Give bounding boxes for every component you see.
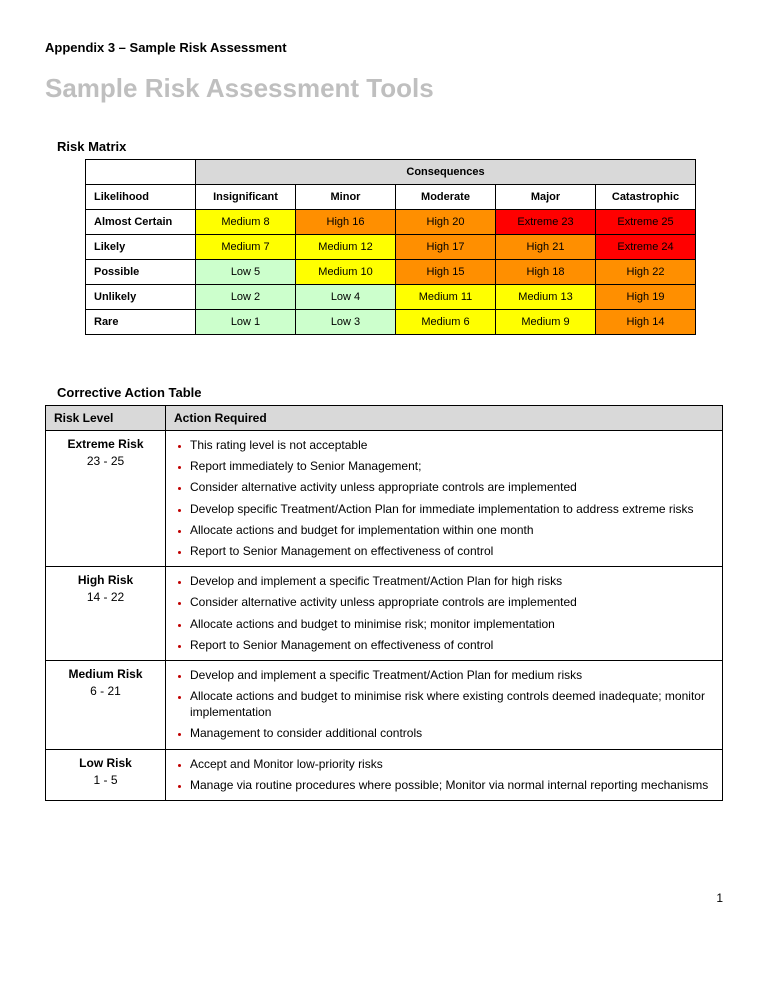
cat-action-item: Develop and implement a specific Treatme… xyxy=(190,667,714,683)
cat-actions-cell: Develop and implement a specific Treatme… xyxy=(166,660,723,749)
matrix-col-header: Moderate xyxy=(396,185,496,210)
matrix-cell: High 14 xyxy=(596,310,696,335)
cat-level-range: 14 - 22 xyxy=(52,590,159,604)
matrix-cell: High 21 xyxy=(496,235,596,260)
cat-header-level: Risk Level xyxy=(46,406,166,431)
likelihood-header: Likelihood xyxy=(86,185,196,210)
cat-header-action: Action Required xyxy=(166,406,723,431)
cat-level-cell: Low Risk 1 - 5 xyxy=(46,749,166,800)
matrix-cell: High 20 xyxy=(396,210,496,235)
cat-action-item: Allocate actions and budget to minimise … xyxy=(190,688,714,720)
matrix-cell: Medium 7 xyxy=(196,235,296,260)
cat-action-item: Develop specific Treatment/Action Plan f… xyxy=(190,501,714,517)
cat-action-item: Report immediately to Senior Management; xyxy=(190,458,714,474)
matrix-cell: High 19 xyxy=(596,285,696,310)
cat-actions-cell: Develop and implement a specific Treatme… xyxy=(166,567,723,661)
cat-level-name: Medium Risk xyxy=(52,667,159,681)
matrix-cell: Medium 9 xyxy=(496,310,596,335)
cat-level-cell: High Risk 14 - 22 xyxy=(46,567,166,661)
cat-action-item: Consider alternative activity unless app… xyxy=(190,594,714,610)
cat-action-item: Report to Senior Management on effective… xyxy=(190,543,714,559)
cat-level-range: 1 - 5 xyxy=(52,773,159,787)
consequences-header: Consequences xyxy=(196,160,696,185)
cat-actions-cell: This rating level is not acceptable Repor… xyxy=(166,431,723,567)
matrix-row-header: Almost Certain xyxy=(86,210,196,235)
matrix-cell: High 17 xyxy=(396,235,496,260)
cat-action-item: Develop and implement a specific Treatme… xyxy=(190,573,714,589)
cat-level-cell: Medium Risk 6 - 21 xyxy=(46,660,166,749)
matrix-cell: Low 2 xyxy=(196,285,296,310)
matrix-cell: Medium 10 xyxy=(296,260,396,285)
matrix-col-header: Minor xyxy=(296,185,396,210)
matrix-cell: High 15 xyxy=(396,260,496,285)
matrix-cell: Medium 8 xyxy=(196,210,296,235)
matrix-cell: Extreme 23 xyxy=(496,210,596,235)
matrix-row-header: Likely xyxy=(86,235,196,260)
corrective-action-table: Risk Level Action Required Extreme Risk 2… xyxy=(45,405,723,801)
matrix-col-header: Major xyxy=(496,185,596,210)
cat-level-range: 6 - 21 xyxy=(52,684,159,698)
risk-matrix-table: Consequences Likelihood InsignificantMin… xyxy=(85,159,696,335)
matrix-cell: Extreme 24 xyxy=(596,235,696,260)
matrix-row-header: Rare xyxy=(86,310,196,335)
matrix-cell: Low 3 xyxy=(296,310,396,335)
matrix-cell: Medium 11 xyxy=(396,285,496,310)
matrix-col-header: Insignificant xyxy=(196,185,296,210)
cat-action-item: Report to Senior Management on effective… xyxy=(190,637,714,653)
matrix-row-header: Possible xyxy=(86,260,196,285)
corrective-action-title: Corrective Action Table xyxy=(57,385,723,400)
risk-matrix-title: Risk Matrix xyxy=(57,139,723,154)
matrix-cell: Extreme 25 xyxy=(596,210,696,235)
matrix-col-header: Catastrophic xyxy=(596,185,696,210)
main-title: Sample Risk Assessment Tools xyxy=(45,73,723,104)
matrix-cell: Low 5 xyxy=(196,260,296,285)
cat-actions-cell: Accept and Monitor low-priority risks Man… xyxy=(166,749,723,800)
matrix-cell: High 22 xyxy=(596,260,696,285)
matrix-cell: Low 1 xyxy=(196,310,296,335)
matrix-cell: Medium 13 xyxy=(496,285,596,310)
cat-action-item: Consider alternative activity unless app… xyxy=(190,479,714,495)
cat-action-item: Allocate actions and budget to minimise … xyxy=(190,616,714,632)
cat-level-range: 23 - 25 xyxy=(52,454,159,468)
matrix-cell: High 16 xyxy=(296,210,396,235)
matrix-cell: High 18 xyxy=(496,260,596,285)
matrix-blank-cell xyxy=(86,160,196,185)
matrix-cell: Low 4 xyxy=(296,285,396,310)
cat-level-name: High Risk xyxy=(52,573,159,587)
matrix-row-header: Unlikely xyxy=(86,285,196,310)
cat-level-name: Extreme Risk xyxy=(52,437,159,451)
cat-action-item: Manage via routine procedures where poss… xyxy=(190,777,714,793)
cat-level-name: Low Risk xyxy=(52,756,159,770)
appendix-title: Appendix 3 – Sample Risk Assessment xyxy=(45,40,723,55)
cat-action-item: Allocate actions and budget for implemen… xyxy=(190,522,714,538)
cat-level-cell: Extreme Risk 23 - 25 xyxy=(46,431,166,567)
matrix-cell: Medium 12 xyxy=(296,235,396,260)
matrix-cell: Medium 6 xyxy=(396,310,496,335)
page-number: 1 xyxy=(45,891,723,905)
cat-action-item: Accept and Monitor low-priority risks xyxy=(190,756,714,772)
cat-action-item: This rating level is not acceptable xyxy=(190,437,714,453)
cat-action-item: Management to consider additional contro… xyxy=(190,725,714,741)
